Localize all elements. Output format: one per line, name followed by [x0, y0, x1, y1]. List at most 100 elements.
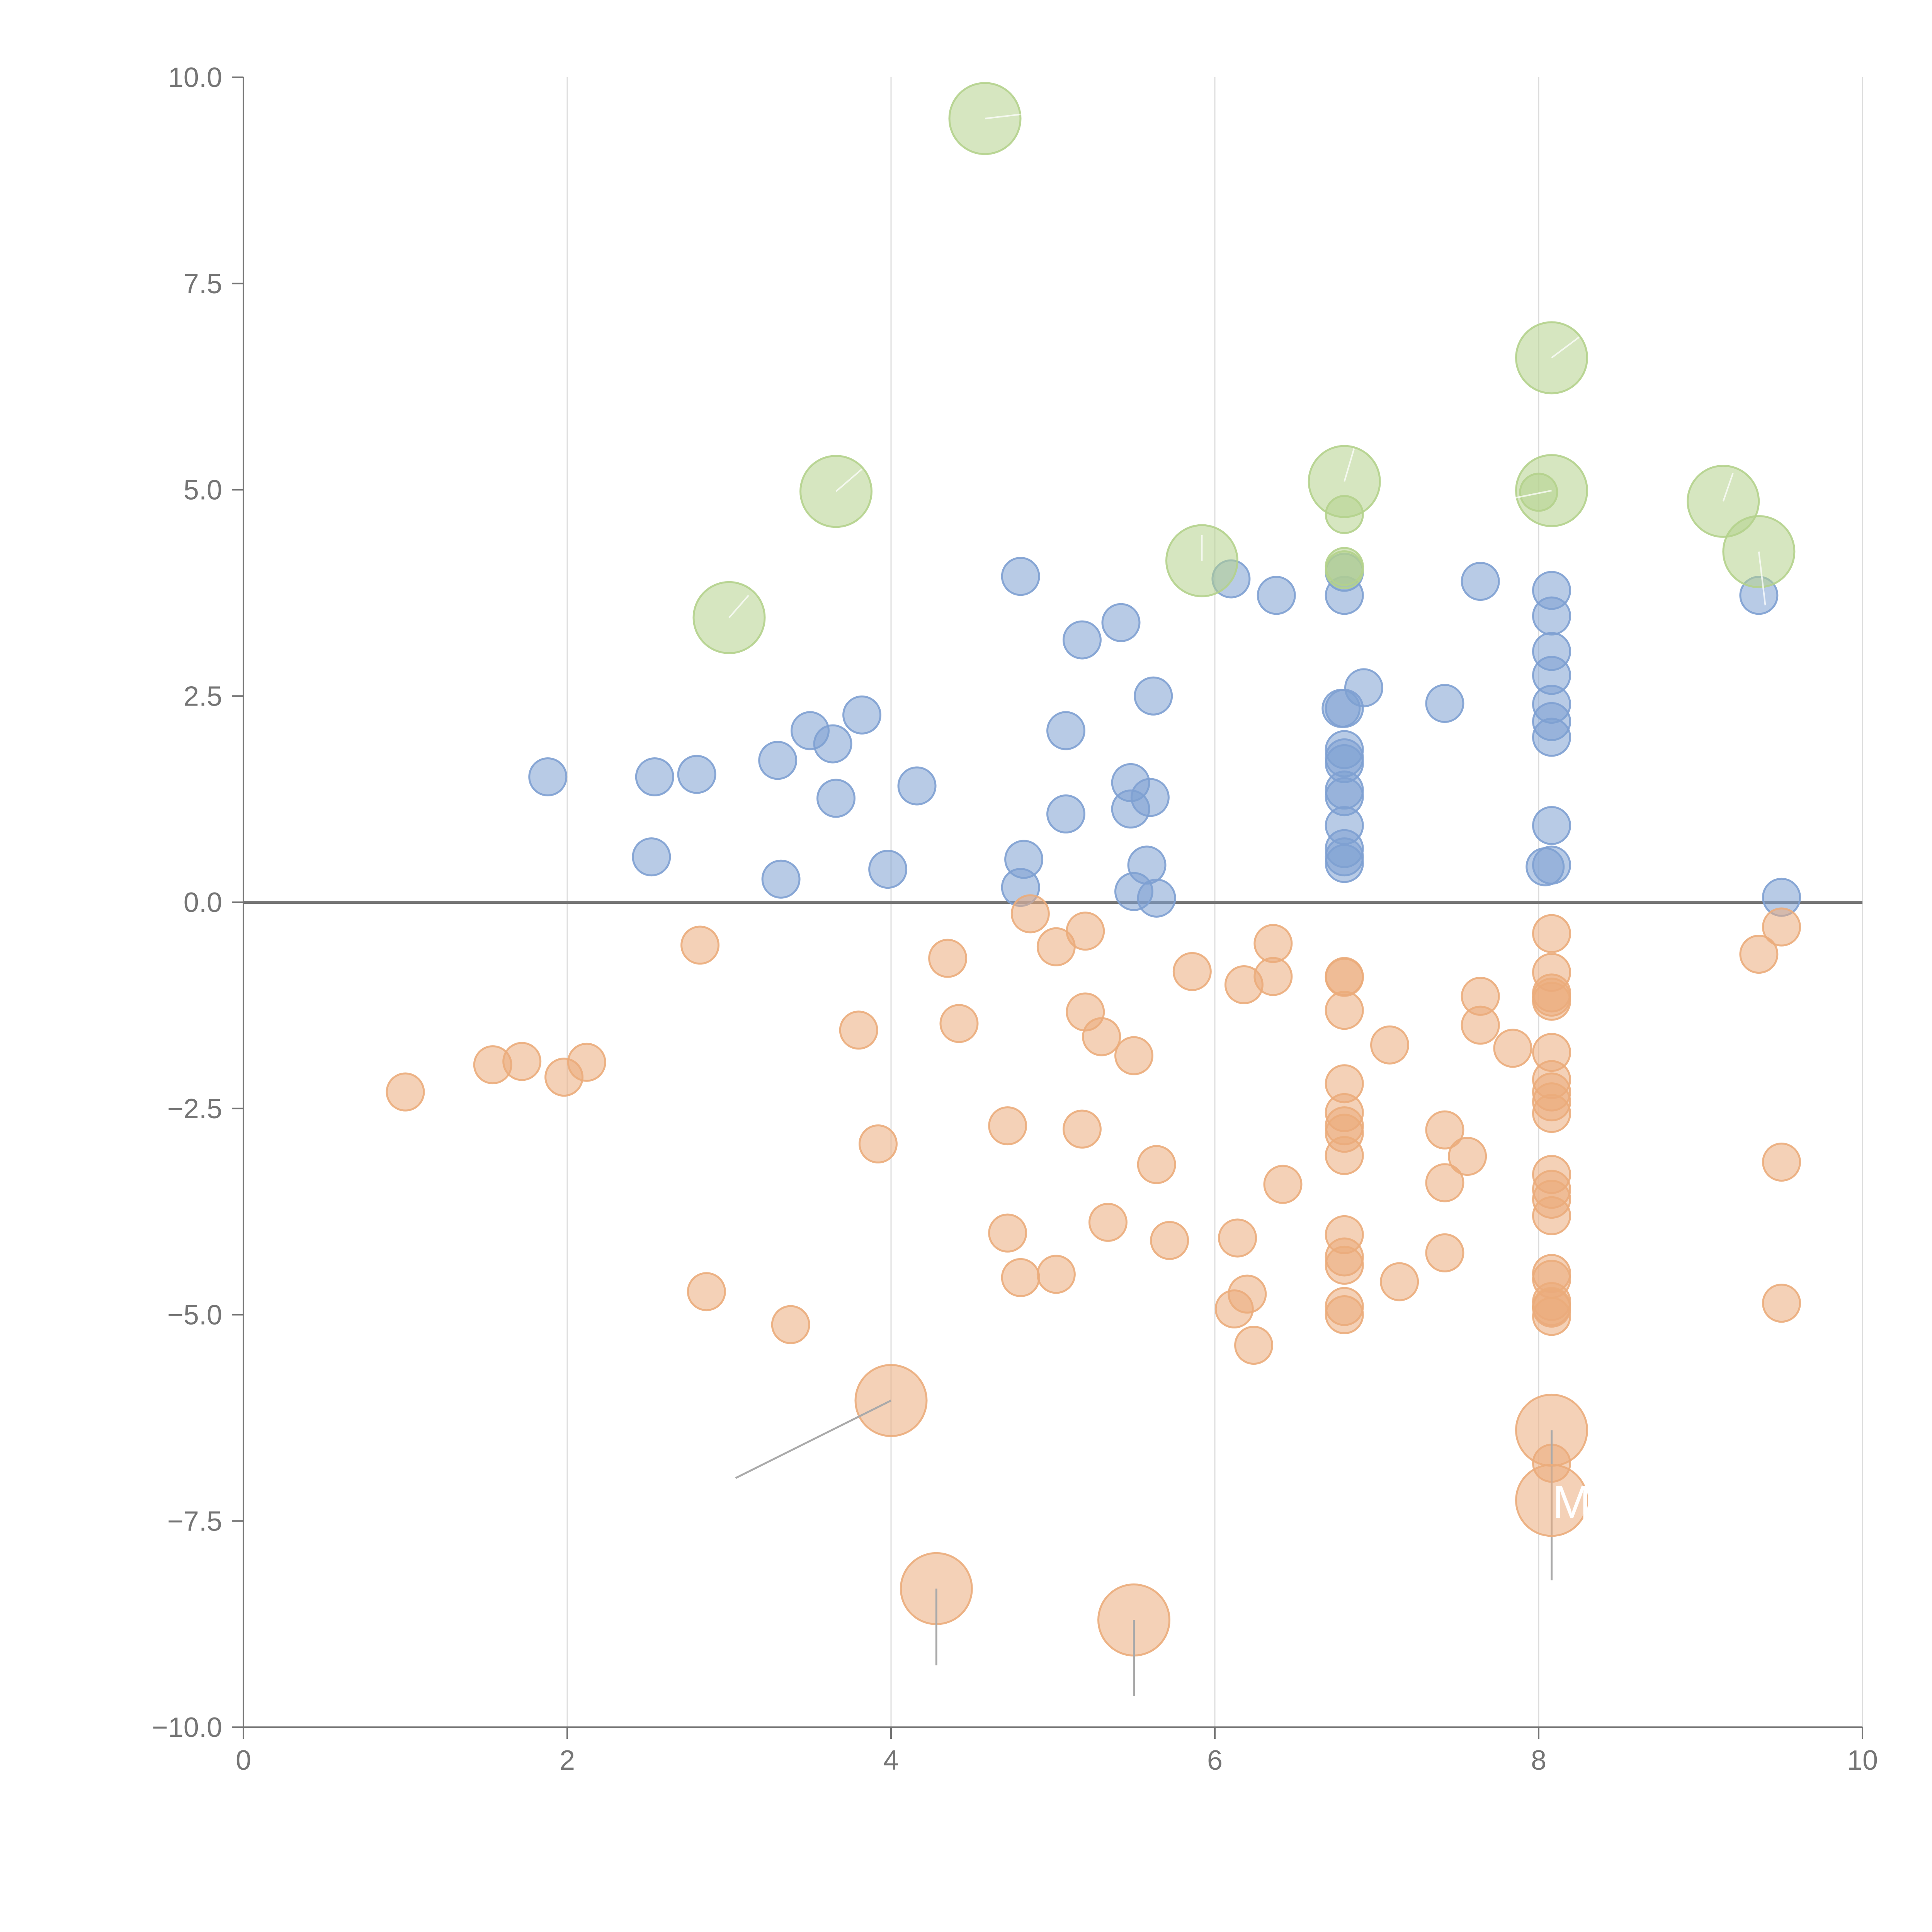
x-tick-label: 6: [1207, 1745, 1223, 1776]
y-tick-label: 2.5: [184, 681, 222, 712]
data-point-negative: [1036, 1255, 1076, 1294]
data-point-positive: [761, 859, 801, 899]
large-markers: M: [692, 82, 1796, 1696]
data-point-negative: [1062, 1109, 1102, 1149]
data-point-positive: [1532, 806, 1571, 845]
data-point-negative: [988, 1106, 1027, 1146]
data-point-negative: [1325, 957, 1364, 997]
data-point-negative: [1532, 1297, 1571, 1336]
data-point-positive: [1046, 711, 1086, 750]
data-point-negative: [1532, 1094, 1571, 1133]
leader-line: [1722, 473, 1734, 502]
data-point-negative: [1150, 1221, 1189, 1260]
data-point-negative: [1493, 1029, 1532, 1068]
data-point-negative: [1532, 1196, 1571, 1235]
data-point-negative: [1114, 1036, 1153, 1075]
large-data-point: [1515, 1464, 1588, 1537]
leader-line: [1344, 448, 1355, 482]
y-tick-label: 0.0: [184, 887, 222, 918]
axes: [232, 77, 1863, 1739]
leader-line: [985, 114, 1021, 119]
data-point-negative: [1325, 991, 1364, 1030]
data-point-positive: [1532, 596, 1571, 636]
data-point-negative: [687, 1272, 726, 1311]
data-point-negative: [1325, 1245, 1364, 1285]
data-point-positive: [816, 779, 856, 818]
y-tick-label: −5.0: [167, 1300, 222, 1331]
data-point-negative: [1082, 1017, 1121, 1056]
leader-line: [735, 1400, 892, 1479]
data-point-positive: [1325, 844, 1364, 883]
data-point-negative: [1532, 914, 1571, 953]
y-tick-label: 7.5: [184, 269, 222, 299]
leader-line: [1758, 551, 1766, 605]
tick-labels: 0 2 4 6 8 10 10.0 7.5 5.0 2.5 0.0 −2.5 −5.0 −7.5 −10.0: [152, 62, 1878, 1776]
data-point-negative: [1253, 957, 1293, 996]
data-point-negative: [1532, 981, 1571, 1021]
data-point-negative: [1461, 1005, 1500, 1045]
data-point-positive: [1461, 561, 1500, 601]
x-tick-label: 10: [1847, 1745, 1878, 1776]
data-point-positive: [842, 695, 882, 735]
data-point-positive: [1532, 845, 1571, 885]
data-point-positive: [897, 766, 937, 806]
data-point-positive: [632, 837, 671, 877]
data-point-positive: [1127, 845, 1167, 885]
leader-line: [728, 595, 749, 618]
data-point-negative: [502, 1042, 542, 1081]
data-point-negative: [1066, 912, 1105, 951]
data-point-negative: [1762, 1143, 1801, 1182]
data-point-negative: [1228, 1274, 1267, 1314]
data-point-negative: [680, 925, 720, 965]
data-point-negative: [1425, 1233, 1464, 1272]
data-point-negative: [1263, 1165, 1303, 1204]
data-point-positive: [1130, 778, 1170, 817]
data-point-positive: [1257, 576, 1296, 615]
y-tick-label: 10.0: [168, 62, 222, 93]
data-point-positive: [1325, 689, 1364, 728]
data-point-negative: [771, 1305, 810, 1344]
data-point-positive: [1046, 794, 1086, 834]
leader-line: [835, 468, 862, 492]
data-point-positive: [1137, 878, 1176, 918]
data-point-positive: [528, 757, 568, 796]
y-tick-label: −2.5: [167, 1094, 222, 1124]
data-point-negative: [1088, 1202, 1128, 1242]
data-point-negative: [1010, 894, 1050, 934]
data-point-positive: [677, 755, 716, 794]
data-point-negative: [928, 939, 968, 978]
data-point-positive: [1425, 684, 1464, 723]
x-tick-label: 4: [883, 1745, 899, 1776]
data-point-positive: [1101, 603, 1141, 642]
data-point-positive: [1532, 718, 1571, 757]
data-point-positive: [758, 741, 798, 780]
data-point-negative: [567, 1043, 606, 1082]
data-point-negative: [1137, 1145, 1176, 1184]
data-point-negative: [988, 1213, 1027, 1253]
data-point-positive: [1001, 557, 1040, 596]
data-point-negative: [1172, 952, 1212, 991]
data-point-positive: [635, 757, 674, 796]
leader-line: [1551, 336, 1580, 359]
data-point-negative: [1001, 1258, 1040, 1297]
data-point-negative: [1380, 1262, 1419, 1301]
data-point-negative: [1448, 1137, 1487, 1176]
data-point-highlight: [1325, 550, 1364, 590]
data-point-negative: [858, 1124, 898, 1164]
data-point-positive: [1134, 676, 1173, 716]
data-point-negative: [1218, 1218, 1257, 1258]
data-points: [386, 473, 1801, 1483]
x-tick-label: 2: [560, 1745, 575, 1776]
point-annotation: M: [1553, 1476, 1591, 1528]
data-point-positive: [868, 850, 908, 889]
data-point-negative: [386, 1072, 425, 1112]
data-point-positive: [1062, 620, 1102, 660]
y-tick-label: 5.0: [184, 475, 222, 506]
data-point-negative: [1370, 1025, 1410, 1065]
x-tick-label: 0: [236, 1745, 251, 1776]
data-point-negative: [1253, 924, 1293, 963]
data-point-positive: [813, 724, 852, 764]
data-point-negative: [1739, 935, 1779, 974]
